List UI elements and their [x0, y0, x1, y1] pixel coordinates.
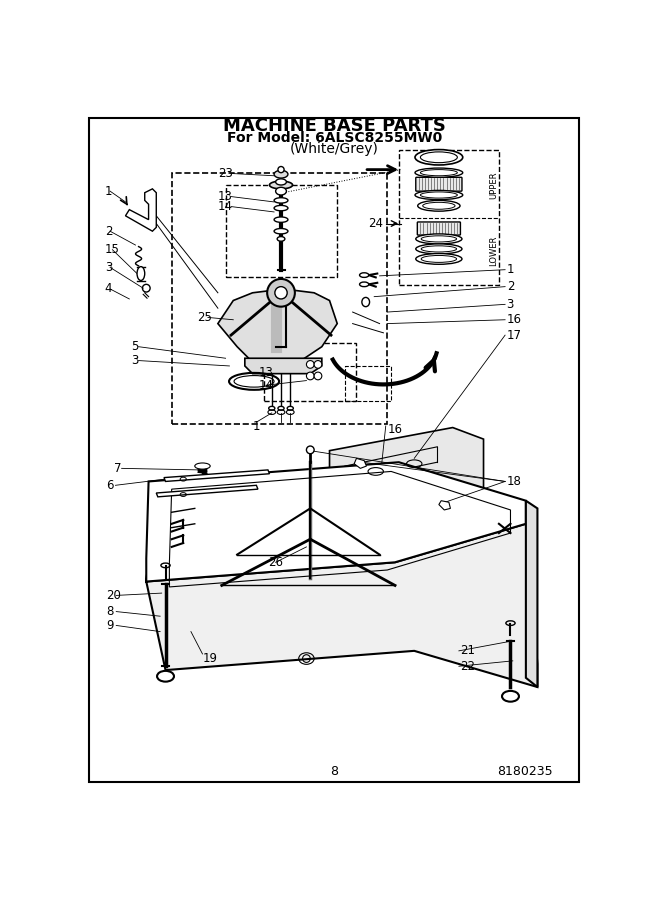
Text: 20: 20	[106, 589, 121, 602]
Ellipse shape	[421, 236, 456, 242]
Ellipse shape	[416, 254, 462, 265]
Text: 1: 1	[105, 184, 112, 198]
Polygon shape	[164, 470, 269, 482]
Bar	[264, 343, 357, 400]
Text: 23: 23	[218, 166, 233, 180]
Text: 16: 16	[387, 423, 402, 436]
Ellipse shape	[421, 192, 457, 198]
Ellipse shape	[421, 169, 457, 176]
Text: 19: 19	[203, 652, 218, 665]
Bar	[399, 150, 499, 285]
Polygon shape	[354, 458, 366, 468]
Text: (White/Grey): (White/Grey)	[289, 142, 379, 156]
Text: 13: 13	[259, 366, 274, 380]
Ellipse shape	[502, 691, 519, 702]
Text: 13: 13	[218, 190, 233, 203]
Ellipse shape	[421, 152, 457, 163]
Text: 25: 25	[197, 310, 212, 324]
Text: 3: 3	[131, 354, 138, 367]
Circle shape	[278, 166, 284, 173]
Ellipse shape	[418, 201, 460, 212]
Text: MACHINE BASE PARTS: MACHINE BASE PARTS	[223, 117, 445, 135]
Ellipse shape	[287, 407, 293, 410]
Text: 1: 1	[507, 263, 514, 276]
Text: For Model: 6ALSC8255MW0: For Model: 6ALSC8255MW0	[226, 131, 442, 145]
Bar	[368, 479, 382, 487]
Text: 1: 1	[252, 420, 260, 433]
Text: 8180235: 8180235	[497, 765, 553, 778]
Bar	[171, 174, 387, 424]
Text: 6: 6	[106, 479, 113, 491]
Ellipse shape	[415, 149, 463, 165]
Ellipse shape	[416, 244, 462, 254]
Text: 8: 8	[106, 605, 113, 618]
Ellipse shape	[269, 407, 275, 410]
Ellipse shape	[274, 198, 288, 203]
Ellipse shape	[415, 191, 463, 200]
Ellipse shape	[276, 179, 286, 185]
Bar	[226, 185, 337, 277]
Ellipse shape	[278, 407, 284, 410]
Text: 9: 9	[106, 619, 113, 632]
Ellipse shape	[416, 234, 462, 244]
Circle shape	[306, 361, 314, 368]
Text: 2: 2	[507, 280, 514, 293]
Polygon shape	[439, 500, 451, 510]
FancyBboxPatch shape	[416, 177, 462, 191]
Text: UPPER: UPPER	[489, 171, 498, 199]
Polygon shape	[125, 189, 156, 231]
Text: 15: 15	[105, 243, 119, 256]
Text: 22: 22	[460, 660, 475, 673]
Circle shape	[267, 279, 295, 307]
Text: 26: 26	[268, 556, 283, 569]
Ellipse shape	[359, 282, 369, 286]
Ellipse shape	[415, 168, 463, 177]
Bar	[345, 366, 391, 400]
Text: 14: 14	[218, 200, 233, 213]
Polygon shape	[146, 524, 537, 687]
Text: 8: 8	[330, 765, 338, 778]
Ellipse shape	[274, 170, 288, 178]
Ellipse shape	[157, 670, 174, 681]
Circle shape	[314, 361, 322, 368]
Text: 3: 3	[507, 298, 514, 310]
Text: 24: 24	[368, 217, 383, 230]
Ellipse shape	[137, 266, 145, 281]
Polygon shape	[526, 500, 537, 687]
Circle shape	[314, 372, 322, 380]
Ellipse shape	[276, 187, 286, 195]
Ellipse shape	[274, 205, 288, 211]
Text: 4: 4	[105, 283, 112, 295]
Ellipse shape	[421, 256, 456, 263]
Text: LOWER: LOWER	[489, 236, 498, 266]
FancyBboxPatch shape	[417, 222, 460, 235]
Text: 21: 21	[460, 644, 475, 657]
Text: 14: 14	[259, 379, 274, 392]
Text: 5: 5	[131, 340, 138, 353]
Circle shape	[306, 372, 314, 380]
Polygon shape	[329, 428, 484, 500]
Ellipse shape	[195, 463, 210, 469]
Polygon shape	[245, 358, 322, 374]
Polygon shape	[146, 463, 526, 581]
Polygon shape	[156, 485, 258, 497]
Circle shape	[275, 286, 287, 299]
Text: 18: 18	[507, 475, 522, 488]
Ellipse shape	[269, 181, 293, 189]
Ellipse shape	[422, 202, 455, 210]
Ellipse shape	[359, 273, 369, 277]
Text: 2: 2	[105, 225, 112, 238]
Ellipse shape	[274, 229, 288, 234]
Text: 16: 16	[507, 313, 522, 327]
Circle shape	[306, 446, 314, 454]
Ellipse shape	[274, 217, 288, 222]
Ellipse shape	[421, 246, 456, 252]
Text: 7: 7	[114, 462, 121, 475]
Ellipse shape	[277, 237, 285, 241]
Text: 3: 3	[105, 261, 112, 274]
Text: 17: 17	[507, 328, 522, 342]
Polygon shape	[218, 289, 337, 362]
